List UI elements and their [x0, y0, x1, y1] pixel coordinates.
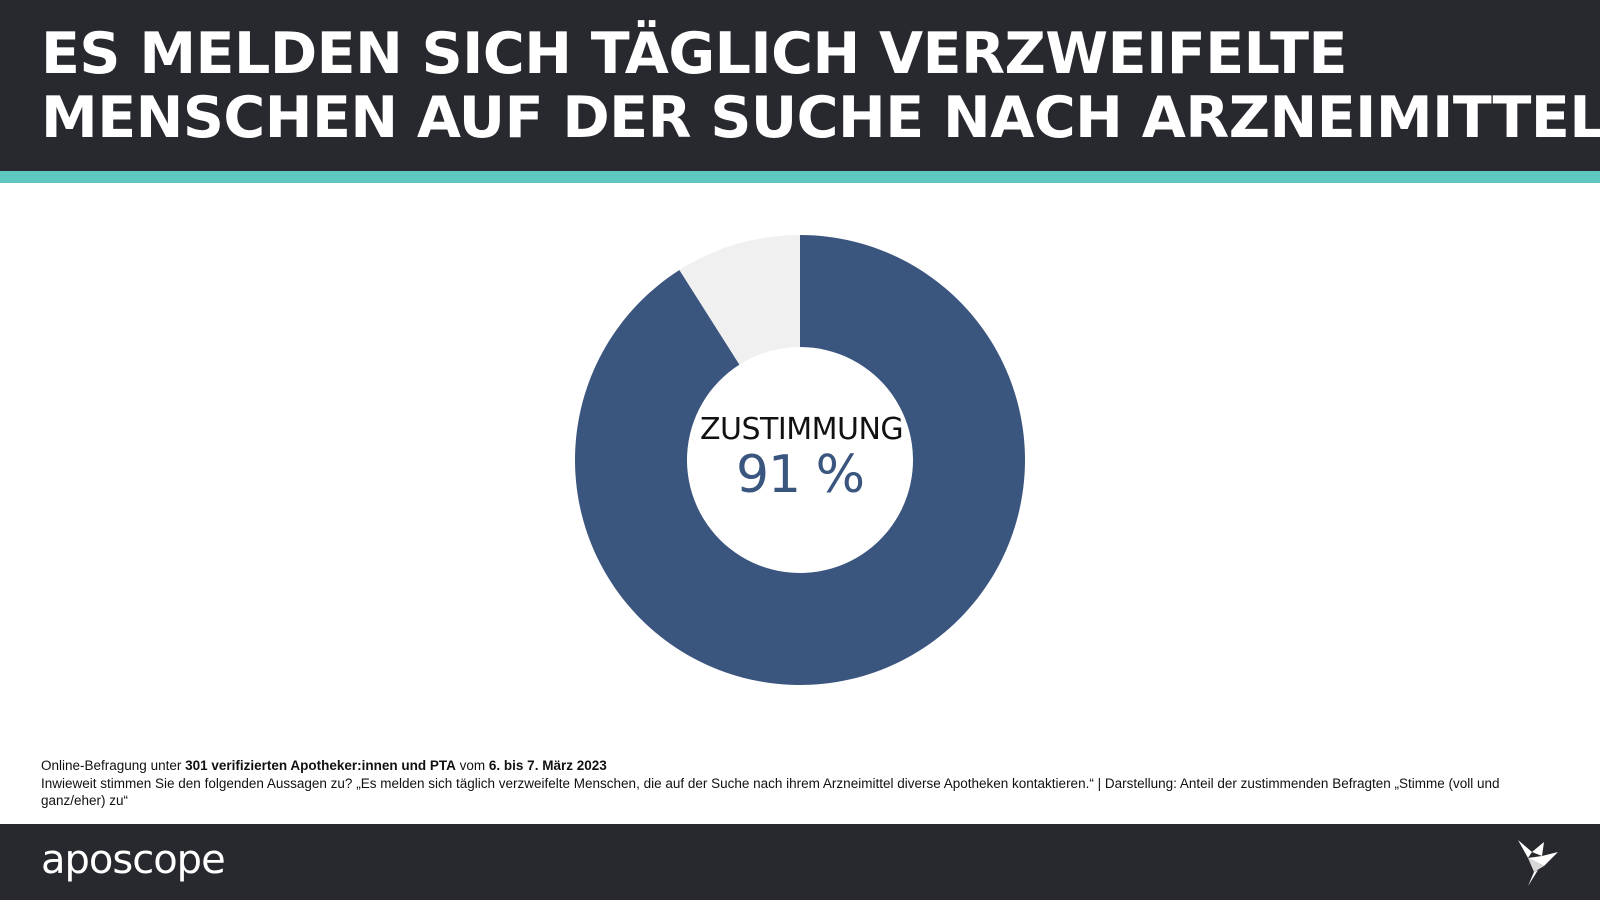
origami-bird-icon [1518, 840, 1558, 886]
footnote-line-1: Online-Befragung unter 301 verifizierten… [41, 757, 1561, 775]
footer: aposcope [0, 824, 1600, 900]
donut-chart-svg [574, 235, 1025, 685]
center-label: ZUSTIMMUNG [700, 412, 904, 447]
donut-slice-2 [679, 235, 800, 365]
donut-slice-1 [574, 235, 1025, 685]
footnote-date: 6. bis 7. März 2023 [488, 758, 607, 773]
donut-chart: ZUSTIMMUNG 91 % [0, 183, 1600, 743]
footnote-sample: 301 verifizierten Apotheker:innen und PT… [185, 758, 456, 773]
footnote-prefix: Online-Befragung unter [41, 758, 186, 773]
header: ES MELDEN SICH TÄGLICH VERZWEIFELTE MENS… [0, 0, 1600, 171]
footnote-middle: vom [455, 758, 489, 773]
title-line-2: MENSCHEN AUF DER SUCHE NACH ARZNEIMITTEL… [41, 85, 1600, 151]
center-value: 91 % [735, 445, 865, 505]
brand-logo: aposcope [41, 837, 226, 883]
page-title: ES MELDEN SICH TÄGLICH VERZWEIFELTE MENS… [41, 21, 1600, 151]
accent-bar [0, 171, 1600, 183]
title-line-1: ES MELDEN SICH TÄGLICH VERZWEIFELTE [41, 21, 1347, 87]
footnote-question: Inwieweit stimmen Sie den folgenden Auss… [41, 775, 1500, 809]
footnote: Online-Befragung unter 301 verifizierten… [41, 757, 1561, 810]
